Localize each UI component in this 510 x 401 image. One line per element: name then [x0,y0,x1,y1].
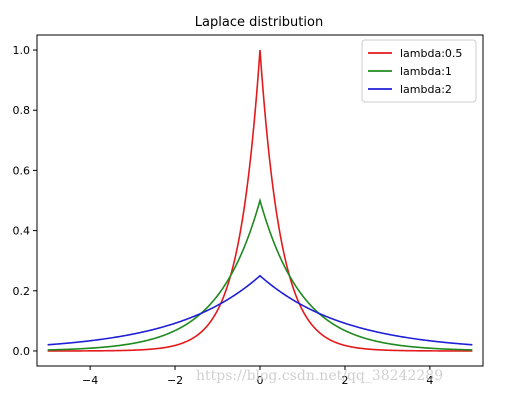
series-line-1 [47,197,473,351]
x-tick-label-1: −2 [167,374,183,387]
x-tick-label-2: 0 [257,374,264,387]
legend-label-2: lambda:2 [400,83,452,96]
legend-label-0: lambda:0.5 [400,47,462,60]
y-tick-label-3: 0.6 [13,164,31,177]
y-tick-label-0: 0.0 [13,345,31,358]
y-tick-label-2: 0.4 [13,225,31,238]
chart-title: Laplace distribution [195,15,323,30]
legend-label-1: lambda:1 [400,65,452,78]
y-tick-label-1: 0.2 [13,285,31,298]
series-line-0 [47,49,473,352]
x-tick-label-0: −4 [82,374,98,387]
series-line-2 [47,274,473,346]
y-tick-label-5: 1.0 [13,44,31,57]
legend-box [361,39,477,103]
watermark-text: https://blog.csdn.net/qq_38242289 [196,368,443,384]
y-tick-label-4: 0.8 [13,104,31,117]
x-tick-label-4: 4 [426,374,433,387]
x-tick-label-3: 2 [341,374,348,387]
